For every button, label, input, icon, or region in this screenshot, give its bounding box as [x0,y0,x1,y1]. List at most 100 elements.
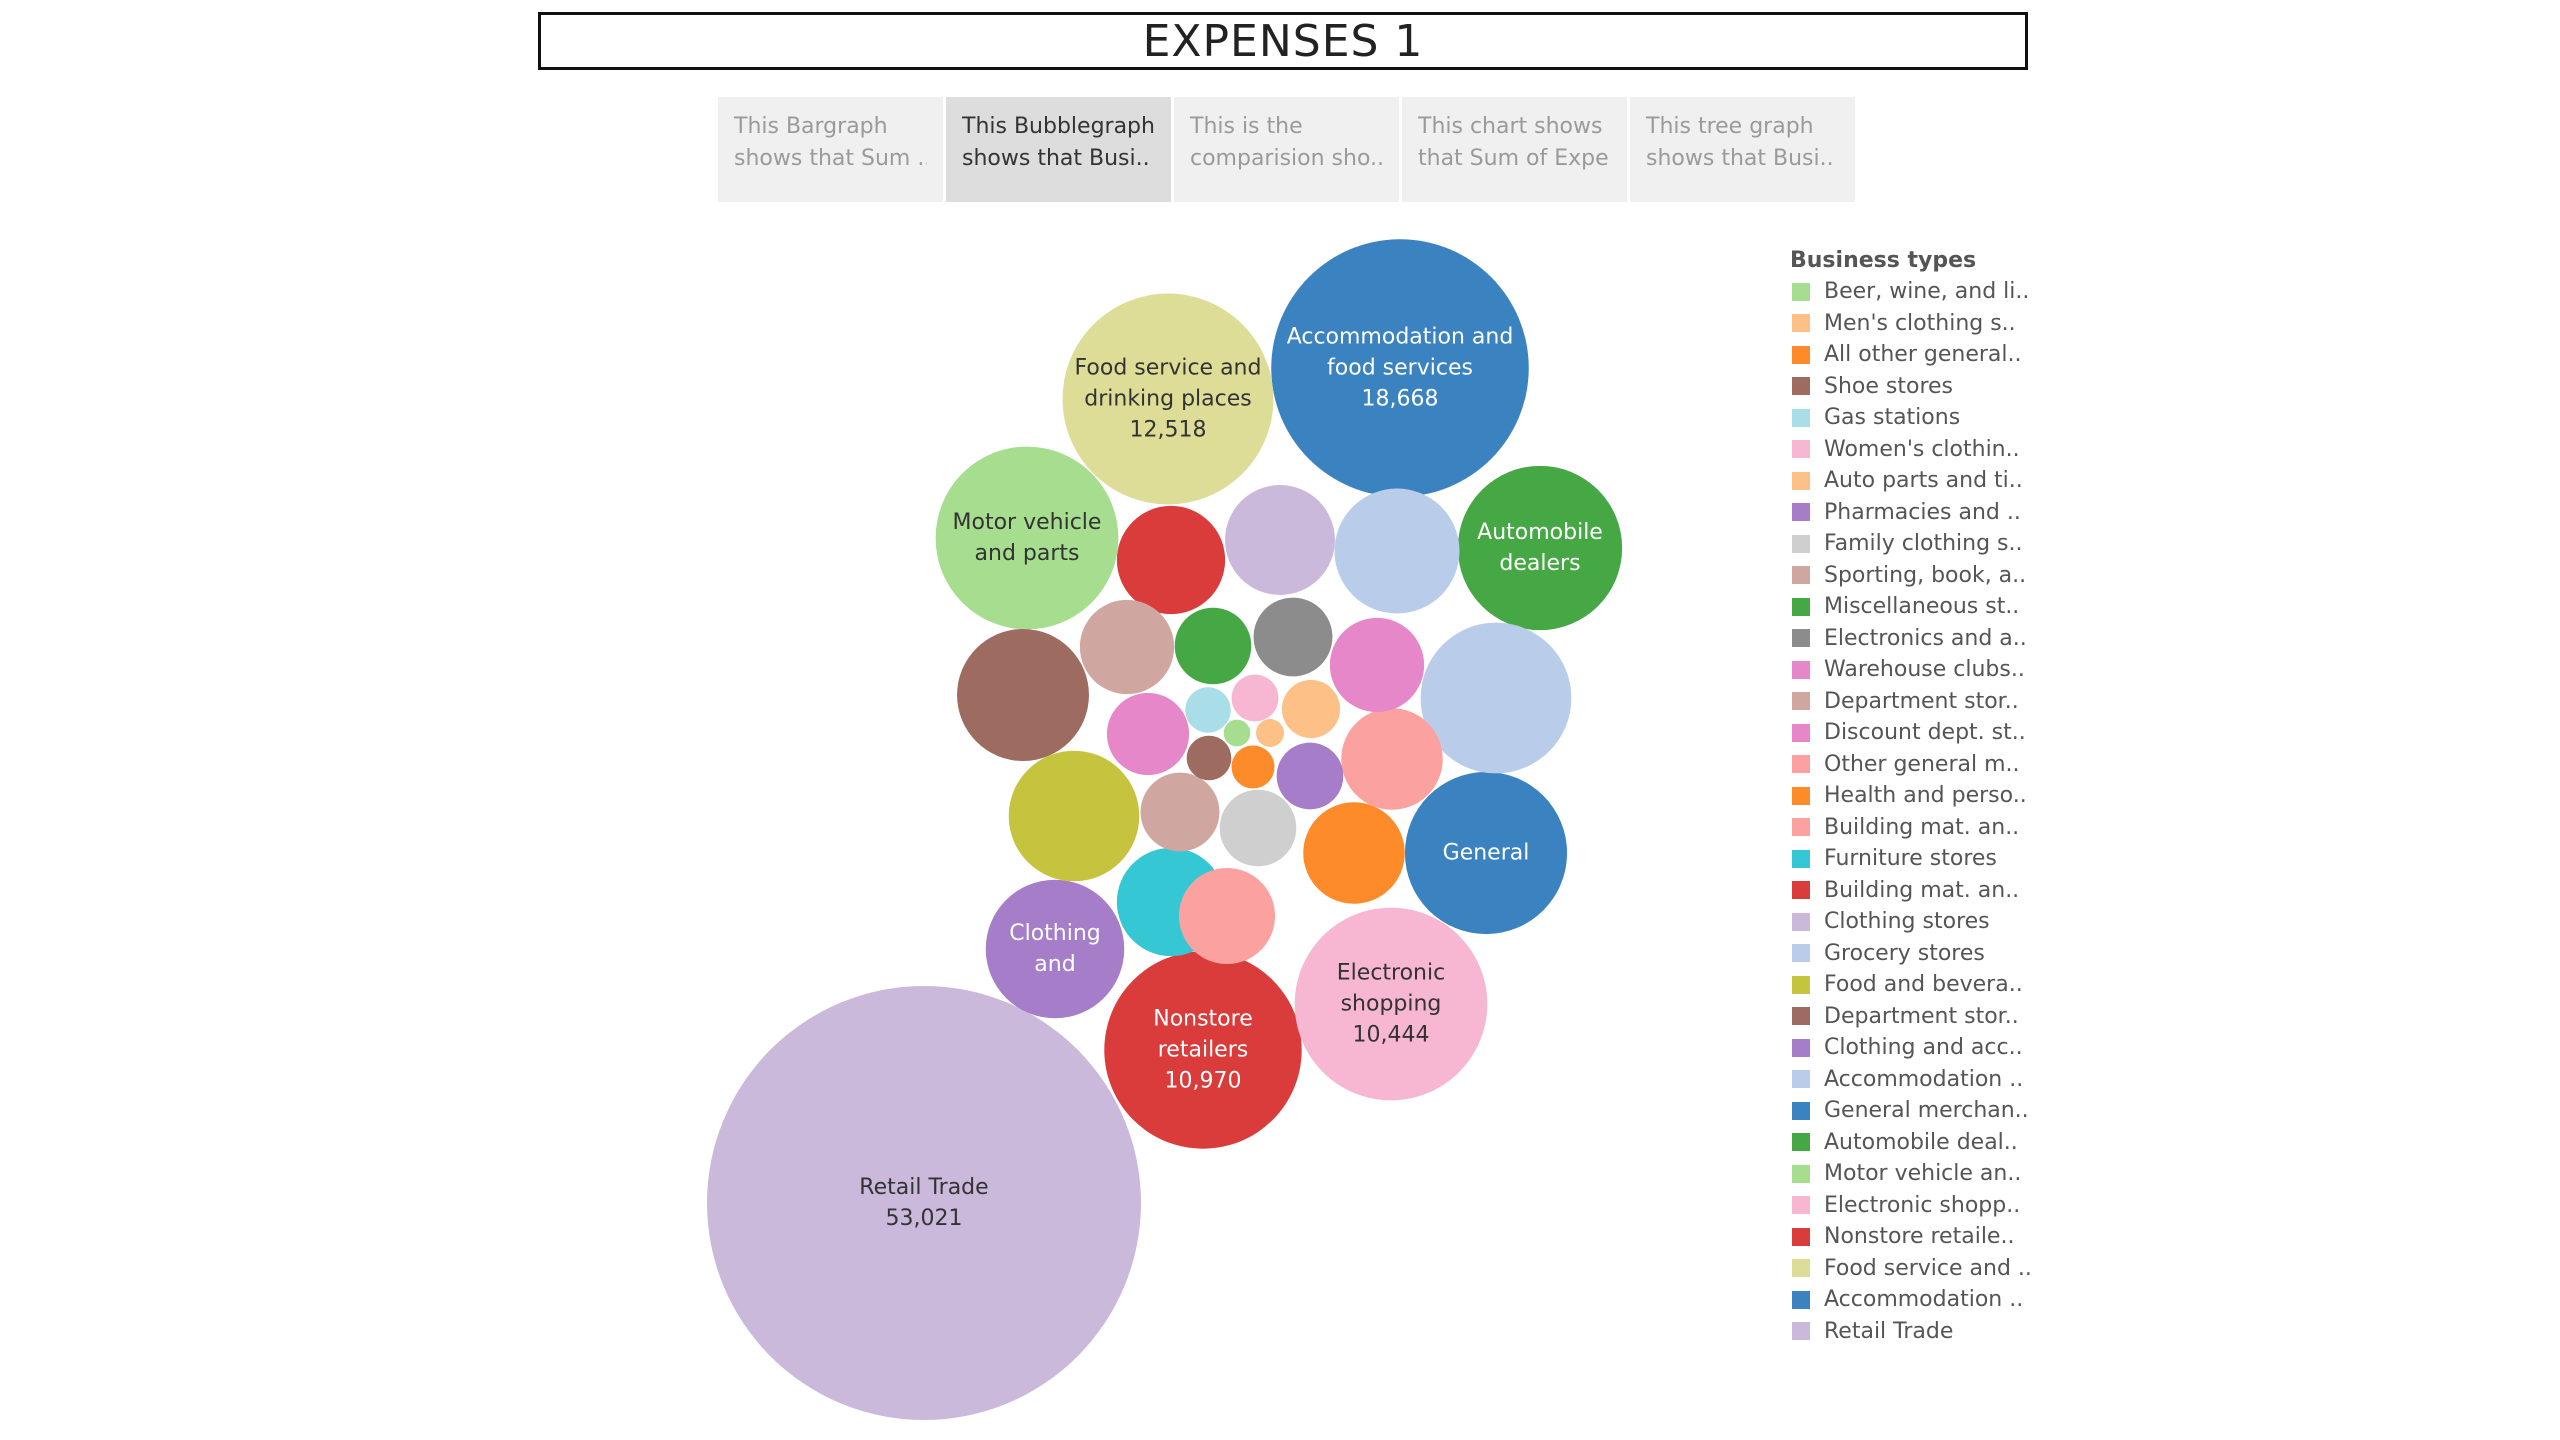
legend-item[interactable]: Building mat. an.. [1790,875,2032,907]
legend-item[interactable]: Automobile deal.. [1790,1127,2032,1159]
bubble-label: and parts [975,541,1080,566]
bubble[interactable] [1186,735,1232,781]
bubble[interactable] [1457,465,1623,631]
bubble-value-label: 10,444 [1353,1023,1430,1048]
legend-swatch [1792,944,1810,963]
legend-item[interactable]: Accommodation .. [1790,1064,2032,1096]
legend-item[interactable]: All other general.. [1790,339,2032,371]
legend-swatch [1792,597,1810,616]
bubble[interactable] [1281,679,1341,739]
legend-label: Accommodation .. [1824,1287,2024,1313]
bubble[interactable] [1062,293,1274,505]
bubble[interactable] [1106,692,1190,776]
story-point-bargraph[interactable]: This Bargraph shows that Sum .. [718,97,943,202]
bubble[interactable] [1294,907,1488,1101]
bubble-label: drinking places [1084,387,1251,412]
legend-label: Retail Trade [1824,1318,1954,1344]
bubble[interactable] [935,446,1119,630]
legend-item[interactable]: Gas stations [1790,402,2032,434]
legend-item[interactable]: Beer, wine, and li.. [1790,276,2032,308]
legend-swatch [1792,660,1810,679]
bubble[interactable] [1420,622,1572,774]
legend-item[interactable]: Building mat. an.. [1790,812,2032,844]
bubble[interactable] [1256,719,1284,747]
legend-item[interactable]: Retail Trade [1790,1316,2032,1348]
legend-item[interactable]: Warehouse clubs.. [1790,654,2032,686]
legend-swatch [1792,1133,1810,1152]
bubble[interactable] [1225,485,1335,595]
legend-item[interactable]: Department stor.. [1790,1001,2032,1033]
story-point-line: This is the [1190,114,1303,139]
story-point-chart[interactable]: This chart shows that Sum of Expe.. [1402,97,1627,202]
bubble[interactable] [1219,789,1297,867]
bubble[interactable] [1185,687,1231,733]
bubble[interactable] [1231,674,1279,722]
legend-item[interactable]: Shoe stores [1790,371,2032,403]
legend-item[interactable]: Clothing and acc.. [1790,1032,2032,1064]
bubble[interactable] [1303,802,1405,904]
legend-item[interactable]: Department stor.. [1790,686,2032,718]
bubble[interactable] [1334,488,1460,614]
story-point-treegraph[interactable]: This tree graph shows that Busi.. [1630,97,1855,202]
legend-item[interactable]: Sporting, book, a.. [1790,560,2032,592]
story-point-bubblegraph[interactable]: This Bubblegraph shows that Busi.. [946,97,1171,202]
legend-label: Shoe stores [1824,373,1954,399]
bubble[interactable] [1271,239,1529,497]
legend-item[interactable]: Accommodation .. [1790,1284,2032,1316]
bubble[interactable] [1008,750,1140,882]
bubble-value-label: 18,668 [1362,387,1439,412]
bubble[interactable] [985,879,1125,1019]
bubble[interactable] [1276,742,1344,810]
legend-swatch [1792,566,1810,585]
bubble-label: General [1443,841,1530,866]
legend-label: Auto parts and ti.. [1824,468,2023,494]
bubble[interactable] [1178,867,1276,965]
story-point-comparison[interactable]: This is the comparision sho.. [1174,97,1399,202]
story-point-line: shows that Sum .. [734,146,927,171]
bubble[interactable] [957,629,1089,761]
bubble[interactable] [707,986,1141,1420]
bubble[interactable] [1253,597,1333,677]
legend-item[interactable]: Other general m.. [1790,749,2032,781]
legend-swatch [1792,723,1810,742]
legend-item[interactable]: Grocery stores [1790,938,2032,970]
legend-swatch [1792,881,1810,900]
bubble[interactable] [1116,505,1226,615]
legend-item[interactable]: Health and perso.. [1790,780,2032,812]
legend-swatch [1792,1070,1810,1089]
legend-label: Motor vehicle an.. [1824,1161,2022,1187]
legend-swatch [1792,1038,1810,1057]
story-point-line: This tree graph [1646,114,1814,139]
legend-item[interactable]: Clothing stores [1790,906,2032,938]
bubble[interactable] [1174,607,1252,685]
legend-item[interactable]: Miscellaneous st.. [1790,591,2032,623]
legend-item[interactable]: Discount dept. st.. [1790,717,2032,749]
bubble[interactable] [1341,708,1443,810]
legend-item[interactable]: Food service and .. [1790,1253,2032,1285]
legend-item[interactable]: Auto parts and ti.. [1790,465,2032,497]
legend-item[interactable]: Food and bevera.. [1790,969,2032,1001]
bubble[interactable] [1404,771,1568,935]
legend-label: Department stor.. [1824,1003,2019,1029]
legend-item[interactable]: Furniture stores [1790,843,2032,875]
legend-item[interactable]: Nonstore retaile.. [1790,1221,2032,1253]
legend-item[interactable]: Family clothing s.. [1790,528,2032,560]
legend-item[interactable]: Motor vehicle an.. [1790,1158,2032,1190]
bubble[interactable] [1223,719,1251,747]
legend-swatch [1792,534,1810,553]
bubble-label: Clothing [1009,921,1101,946]
bubble[interactable] [1231,745,1275,789]
legend-item[interactable]: Men's clothing s.. [1790,308,2032,340]
bubble[interactable] [1079,599,1175,695]
bubble[interactable] [1104,951,1302,1149]
legend-item[interactable]: General merchan.. [1790,1095,2032,1127]
story-point-line: comparision sho.. [1190,146,1383,171]
legend-item[interactable]: Pharmacies and .. [1790,497,2032,529]
bubble[interactable] [1140,772,1220,852]
legend-item[interactable]: Electronics and a.. [1790,623,2032,655]
legend-swatch [1792,1196,1810,1215]
legend-item[interactable]: Electronic shopp.. [1790,1190,2032,1222]
bubble-label: Retail Trade [859,1175,988,1200]
bubble[interactable] [1329,617,1425,713]
legend-item[interactable]: Women's clothin.. [1790,434,2032,466]
